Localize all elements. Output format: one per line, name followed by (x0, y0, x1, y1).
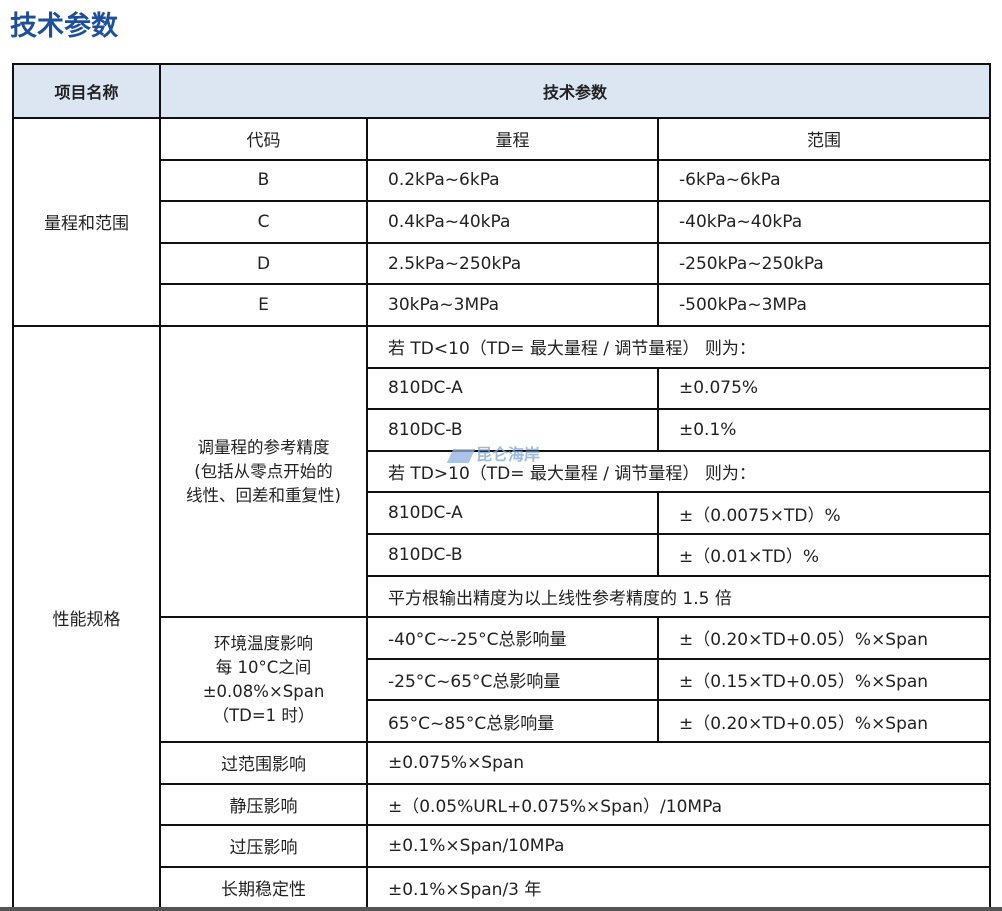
table-row: 量程和范围 代码 量程 范围 (12, 117, 992, 327)
cell: B (159, 158, 368, 203)
table-row: 810DC-B ±0.1% (13, 408, 992, 452)
cell: 810DC-B (366, 532, 659, 577)
cell: C (159, 200, 368, 244)
cell: -500kPa~3MPa (656, 283, 992, 327)
cell: 过压影响 (159, 824, 368, 868)
logo-icon (446, 448, 476, 463)
spec-table: 项目名称 技术参数 量程和范围 代码 量程 范围 B 0.2kPa~6kPa -… (12, 63, 992, 910)
cell: ±（0.15×TD+0.05）%×Span (656, 657, 992, 702)
table-row: 65°C~85°C总影响量 ±（0.20×TD+0.05）%×Span (13, 699, 992, 743)
cell: 810DC-B (366, 408, 659, 452)
cell: ±（0.0075×TD）% (656, 491, 992, 535)
cell: ±0.1% (656, 408, 992, 452)
label-line: (包括从零点开始的 (194, 461, 333, 481)
col-range: 量程 (366, 117, 659, 161)
accuracy-label: 调量程的参考精度 (包括从零点开始的 线性、回差和重复性) (159, 324, 368, 619)
table-row: 若 TD>10（TD= 最大量程 / 调节量程） 则为： (13, 449, 992, 494)
table-row: 性能规格 调量程的参考精度 (包括从零点开始的 线性、回差和重复性) 若 TD<… (12, 324, 992, 910)
cell: 2.5kPa~250kPa (366, 241, 659, 286)
cell: -25°C~65°C总影响量 (366, 657, 659, 702)
cell: ±0.075% (656, 366, 992, 411)
table-row: 长期稳定性 ±0.1%×Span/3 年 (13, 865, 992, 910)
cell: ±（0.01×TD）% (656, 532, 992, 577)
cell: 0.4kPa~40kPa (366, 200, 659, 244)
bottom-edge (0, 907, 1002, 911)
sqrt-note: 平方根输出精度为以上线性参考精度的 1.5 倍 (365, 574, 992, 619)
col-span: 范围 (656, 117, 992, 161)
label-line: （TD=1 时） (212, 705, 315, 725)
header-params: 技术参数 (158, 63, 992, 119)
table-row: B 0.2kPa~6kPa -6kPa~6kPa (13, 158, 992, 203)
table-row: 静压影响 ±（0.05%URL+0.075%×Span）/10MPa (13, 782, 992, 827)
cell: 810DC-A (366, 366, 659, 411)
cell: -6kPa~6kPa (656, 158, 992, 203)
cell: 0.2kPa~6kPa (366, 158, 659, 203)
cell: -40°C~-25°C总影响量 (366, 616, 659, 660)
label-line: ±0.08%×Span (202, 681, 325, 701)
label-line: 环境温度影响 (214, 633, 313, 653)
cell: ±0.1%×Span/10MPa (365, 824, 992, 868)
table-row: -25°C~65°C总影响量 ±（0.15×TD+0.05）%×Span (13, 657, 992, 702)
label-line: 每 10°C之间 (215, 657, 312, 677)
table-header-row: 项目名称 技术参数 (12, 63, 992, 119)
cell: ±（0.20×TD+0.05）%×Span (656, 699, 992, 743)
label-line: 调量程的参考精度 (197, 437, 330, 457)
page-title: 技术参数 (10, 11, 118, 42)
cell: ±0.075%×Span (365, 740, 992, 785)
table-row: 810DC-A ±0.075% (13, 366, 992, 411)
table-row: E 30kPa~3MPa -500kPa~3MPa (13, 283, 992, 327)
temp-label: 环境温度影响 每 10°C之间 ±0.08%×Span （TD=1 时） (159, 616, 368, 743)
range-label: 量程和范围 (12, 117, 161, 327)
cell: D (159, 241, 368, 286)
cell: 810DC-A (366, 491, 659, 535)
cell: 长期稳定性 (159, 865, 368, 910)
cell: 静压影响 (159, 782, 368, 827)
table-row: 810DC-A ±（0.0075×TD）% (13, 491, 992, 535)
col-code: 代码 (159, 117, 368, 161)
table-row: 810DC-B ±（0.01×TD）% (13, 532, 992, 577)
cell: 65°C~85°C总影响量 (366, 699, 659, 743)
cell: -250kPa~250kPa (656, 241, 992, 286)
table-row: C 0.4kPa~40kPa -40kPa~40kPa (13, 200, 992, 244)
watermark-logo: 昆仑海岸 (446, 441, 541, 465)
td-gt-note: 若 TD>10（TD= 最大量程 / 调节量程） 则为： (365, 449, 992, 494)
perf-label: 性能规格 (12, 324, 161, 910)
table-row: D 2.5kPa~250kPa -250kPa~250kPa (13, 241, 992, 286)
td-lt-note: 若 TD<10（TD= 最大量程 / 调节量程） 则为： (365, 324, 992, 369)
cell: ±（0.05%URL+0.075%×Span）/10MPa (365, 782, 992, 827)
cell: ±（0.20×TD+0.05）%×Span (656, 616, 992, 660)
cell: E (159, 283, 368, 327)
cell: ±0.1%×Span/3 年 (365, 865, 992, 910)
table-row: 平方根输出精度为以上线性参考精度的 1.5 倍 (13, 574, 992, 619)
header-item: 项目名称 (12, 63, 161, 119)
table-row: 过压影响 ±0.1%×Span/10MPa (13, 824, 992, 868)
label-line: 线性、回差和重复性) (186, 485, 341, 505)
cell: -40kPa~40kPa (656, 200, 992, 244)
table-row: 过范围影响 ±0.075%×Span (13, 740, 992, 785)
cell: 30kPa~3MPa (366, 283, 659, 327)
cell: 过范围影响 (159, 740, 368, 785)
table-row: 环境温度影响 每 10°C之间 ±0.08%×Span （TD=1 时） -40… (13, 616, 992, 743)
watermark-text: 昆仑海岸 (476, 445, 541, 464)
